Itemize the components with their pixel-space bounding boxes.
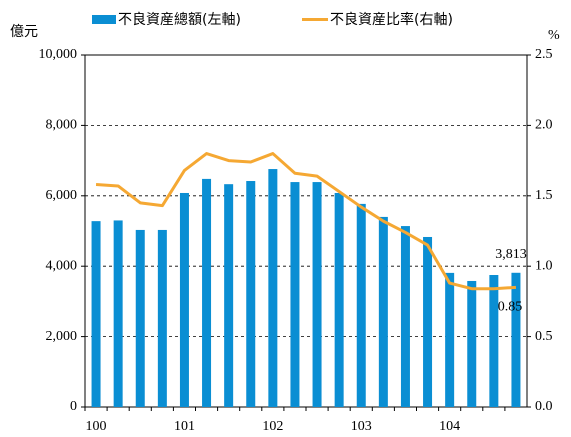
bar xyxy=(91,221,101,407)
y2-unit: % xyxy=(548,28,560,43)
bar xyxy=(378,216,388,407)
x-tick-label: 101 xyxy=(174,419,195,434)
y-tick-label: 6,000 xyxy=(46,188,78,203)
x-tick-label: 100 xyxy=(86,419,107,434)
y-tick-label: 8,000 xyxy=(46,118,78,133)
line xyxy=(95,152,517,291)
y2-tick-label: 0.0 xyxy=(535,399,553,414)
bar xyxy=(400,226,410,407)
bar xyxy=(157,229,167,407)
bar xyxy=(445,272,455,407)
y-unit: 億元 xyxy=(10,24,38,40)
plot-frame xyxy=(84,54,528,408)
y2-tick-label: 2.5 xyxy=(535,47,553,62)
bar xyxy=(179,192,189,407)
bar xyxy=(423,236,433,407)
bar xyxy=(224,184,234,407)
y-tick-label: 2,000 xyxy=(46,329,78,344)
bar xyxy=(202,178,212,407)
bar xyxy=(334,192,344,407)
x-tick-label: 104 xyxy=(439,419,460,434)
legend-swatch xyxy=(92,15,116,24)
bar xyxy=(312,182,322,407)
y2-tick-label: 2.0 xyxy=(535,118,553,133)
y2-tick-label: 1.5 xyxy=(535,188,553,203)
bar xyxy=(467,280,477,407)
line-value-label: 0.85 xyxy=(498,300,523,315)
x-tick-label: 103 xyxy=(351,419,372,434)
bar xyxy=(511,272,521,407)
bar xyxy=(113,220,123,407)
y-tick-label: 10,000 xyxy=(39,47,78,62)
bar xyxy=(489,275,499,407)
legend-label: 不良資産比率(右軸) xyxy=(330,11,453,28)
bar xyxy=(356,203,366,407)
x-tick-label: 102 xyxy=(262,419,283,434)
bar xyxy=(135,229,145,407)
y2-tick-label: 1.0 xyxy=(535,258,553,273)
y-tick-label: 0 xyxy=(70,399,77,414)
bar xyxy=(246,181,256,407)
bar xyxy=(268,169,278,407)
legend-label: 不良資産總額(左軸) xyxy=(118,11,241,28)
y-tick-label: 4,000 xyxy=(46,258,78,273)
bar xyxy=(290,182,300,407)
y2-tick-label: 0.5 xyxy=(535,329,553,344)
bar-value-label: 3,813 xyxy=(495,247,527,262)
